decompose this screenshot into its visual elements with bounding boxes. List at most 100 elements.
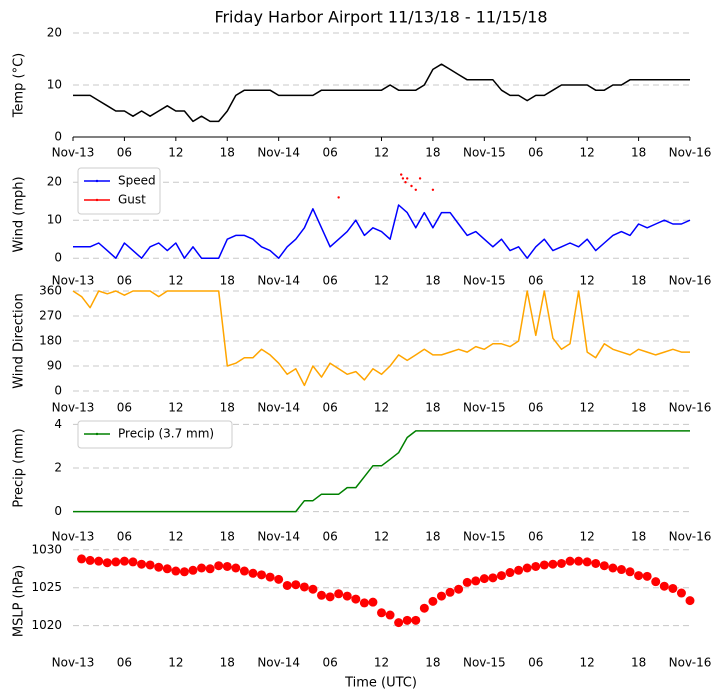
- data-point: [411, 615, 421, 625]
- data-point: [317, 590, 327, 600]
- legend-box: [77, 420, 233, 449]
- x-tick-label: 12: [374, 146, 389, 160]
- data-point: [574, 556, 584, 566]
- y-tick-label: 180: [39, 334, 62, 348]
- data-point: [77, 554, 87, 564]
- data-point: [257, 570, 267, 580]
- data-point: [608, 563, 618, 573]
- series-line: [73, 430, 690, 513]
- series-line: [73, 63, 690, 123]
- x-tick-label: 06: [117, 401, 132, 415]
- x-tick-label: Nov-14: [257, 656, 300, 670]
- x-tick-label: Nov-16: [669, 401, 712, 415]
- x-tick-label: 06: [528, 656, 543, 670]
- y-tick-label: 360: [39, 284, 62, 298]
- x-tick-label: Nov-14: [257, 146, 300, 160]
- x-tick-label: 18: [631, 274, 646, 288]
- data-point: [479, 574, 489, 584]
- data-point: [162, 564, 172, 574]
- data-point: [522, 563, 532, 573]
- data-point: [431, 188, 435, 191]
- x-tick-label: 06: [528, 146, 543, 160]
- data-point: [676, 588, 686, 598]
- chart-title: Friday Harbor Airport 11/13/18 - 11/15/1…: [214, 8, 547, 27]
- data-point: [539, 560, 549, 570]
- y-tick-label: 2: [54, 461, 62, 475]
- x-tick-label: 12: [168, 146, 183, 160]
- data-point: [591, 558, 601, 568]
- data-point: [111, 557, 121, 567]
- data-point: [404, 181, 407, 184]
- data-point: [462, 577, 472, 587]
- x-tick-label: 12: [580, 146, 595, 160]
- x-tick-label: 06: [528, 274, 543, 288]
- data-point: [419, 603, 429, 613]
- legend-marker: [95, 179, 99, 183]
- data-point: [154, 562, 164, 572]
- x-tick-label: 18: [631, 401, 646, 415]
- x-tick-label: 12: [374, 656, 389, 670]
- data-point: [471, 576, 481, 586]
- y-axis-label: Wind Direction: [12, 293, 27, 389]
- x-tick-label: 18: [425, 274, 440, 288]
- data-point: [634, 571, 644, 581]
- x-tick-label: 18: [631, 530, 646, 544]
- y-tick-label: 10: [47, 213, 62, 227]
- data-point: [337, 196, 340, 199]
- x-tick-label: 12: [168, 401, 183, 415]
- data-point: [531, 561, 541, 571]
- data-point: [239, 566, 249, 576]
- x-tick-label: 06: [117, 146, 132, 160]
- data-point: [385, 610, 395, 620]
- data-point: [394, 618, 404, 628]
- x-tick-label: Nov-14: [257, 530, 300, 544]
- x-tick-label: 06: [322, 656, 337, 670]
- data-point: [351, 594, 361, 604]
- data-point: [222, 561, 232, 571]
- data-point: [599, 561, 609, 571]
- y-tick-label: 0: [54, 251, 62, 265]
- data-point: [514, 565, 524, 575]
- data-point: [428, 596, 438, 606]
- data-point: [128, 557, 138, 567]
- data-point: [685, 596, 695, 606]
- x-tick-label: 06: [322, 401, 337, 415]
- data-point: [188, 565, 198, 575]
- data-point: [119, 556, 129, 566]
- data-point: [488, 573, 498, 583]
- data-point: [659, 581, 669, 591]
- x-tick-label: 18: [631, 656, 646, 670]
- data-point: [418, 177, 422, 180]
- x-tick-label: 12: [168, 656, 183, 670]
- y-tick-label: 10: [47, 78, 62, 92]
- data-point: [205, 564, 215, 574]
- series-line: [73, 204, 691, 259]
- data-point: [137, 559, 147, 569]
- series-line: [72, 290, 690, 387]
- legend-label: Gust: [118, 193, 146, 207]
- data-point: [368, 597, 378, 607]
- legend-label: Precip (3.7 mm): [118, 427, 214, 441]
- y-tick-label: 0: [54, 130, 62, 144]
- x-tick-label: 12: [374, 401, 389, 415]
- data-point: [436, 591, 446, 601]
- x-tick-label: Nov-13: [52, 656, 95, 670]
- x-tick-label: 18: [425, 656, 440, 670]
- data-point: [342, 591, 352, 601]
- data-point: [308, 584, 318, 594]
- data-point: [299, 582, 309, 592]
- x-tick-label: 18: [425, 146, 440, 160]
- data-point: [197, 563, 207, 573]
- x-tick-label: 18: [220, 530, 235, 544]
- x-axis-label: Time (UTC): [344, 676, 417, 691]
- y-tick-label: 1030: [31, 542, 62, 556]
- data-point: [291, 580, 301, 590]
- x-tick-label: 12: [580, 530, 595, 544]
- data-point: [565, 556, 575, 566]
- data-point: [505, 568, 515, 578]
- y-tick-label: 90: [47, 359, 62, 373]
- x-tick-label: Nov-13: [52, 530, 95, 544]
- data-point: [548, 559, 558, 569]
- data-point: [401, 177, 405, 180]
- x-tick-label: Nov-15: [463, 530, 506, 544]
